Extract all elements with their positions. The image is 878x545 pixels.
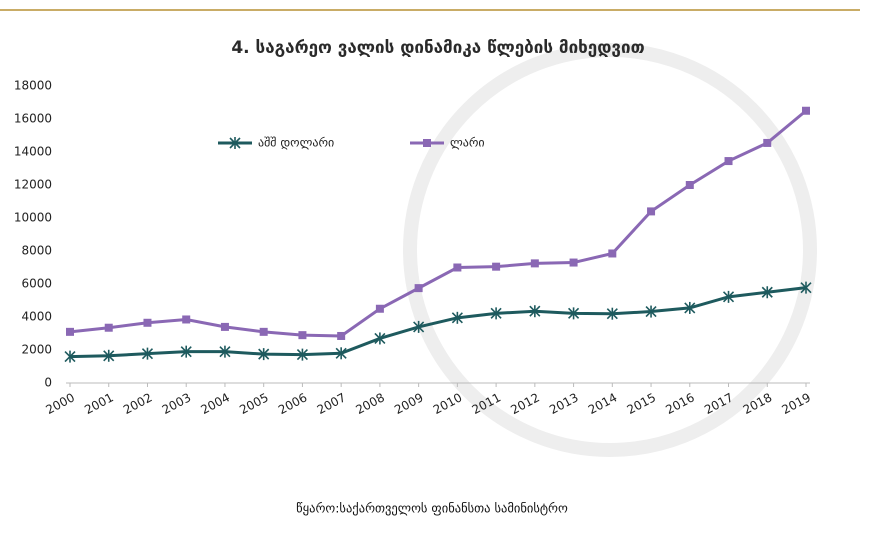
marker	[335, 347, 347, 360]
x-tick-label: 2016	[663, 390, 697, 417]
series-line	[69, 286, 807, 359]
x-tick-label: 2009	[392, 390, 426, 417]
marker	[141, 347, 154, 360]
marker	[296, 348, 308, 361]
x-tick-label: 2004	[198, 390, 232, 417]
marker	[182, 315, 191, 324]
marker	[490, 307, 502, 320]
y-tick-label: 16000	[14, 112, 52, 126]
marker	[800, 281, 812, 294]
marker	[647, 207, 656, 216]
marker	[684, 301, 696, 314]
y-tick-label: 12000	[14, 178, 52, 192]
x-tick-label: 2005	[237, 390, 271, 417]
x-tick-label: 2006	[276, 390, 310, 417]
y-tick-label: 10000	[14, 211, 52, 225]
watermark	[403, 43, 817, 457]
x-tick-label: 2019	[780, 390, 814, 417]
x-tick-label: 2002	[121, 390, 155, 417]
marker	[722, 290, 735, 303]
x-tick-label: 2010	[431, 390, 465, 417]
marker	[414, 284, 423, 293]
marker	[220, 322, 229, 331]
marker	[645, 305, 657, 318]
legend-label: ლარი	[450, 136, 485, 150]
legend-marker	[229, 137, 241, 149]
marker	[569, 258, 578, 267]
y-tick-label: 2000	[21, 343, 52, 357]
marker	[258, 348, 270, 361]
source: წყარო:საქართველოს ფინანსთა სამინისტრო	[296, 501, 568, 516]
marker	[761, 286, 773, 299]
marker	[802, 106, 810, 115]
marker	[103, 349, 115, 362]
x-tick-label: 2013	[547, 390, 581, 417]
marker	[724, 157, 733, 166]
marker	[219, 345, 231, 358]
marker	[568, 307, 580, 320]
marker	[64, 350, 76, 363]
x-tick-label: 2012	[508, 390, 542, 417]
marker	[453, 263, 462, 272]
marker	[66, 327, 74, 336]
marker	[606, 307, 618, 320]
marker	[374, 332, 386, 345]
marker	[298, 331, 307, 340]
marker	[143, 318, 152, 327]
y-tick-label: 18000	[14, 79, 52, 93]
marker	[104, 323, 113, 332]
x-tick-label: 2003	[160, 390, 194, 417]
marker	[492, 262, 501, 271]
legend-label: აშშ დოლარი	[258, 136, 334, 150]
marker	[608, 249, 617, 258]
y-tick-label: 14000	[14, 145, 52, 159]
marker	[375, 304, 384, 313]
y-tick-label: 0	[44, 376, 52, 390]
marker	[180, 345, 192, 358]
y-tick-label: 6000	[21, 277, 52, 291]
marker	[451, 311, 463, 324]
marker	[763, 138, 772, 147]
legend-marker	[423, 139, 431, 147]
y-tick-label: 4000	[21, 310, 52, 324]
x-tick-label: 2008	[353, 390, 387, 417]
marker	[337, 331, 346, 340]
x-tick-label: 2014	[586, 390, 620, 417]
x-tick-label: 2015	[625, 390, 659, 417]
marker	[529, 305, 541, 318]
marker	[259, 327, 268, 336]
y-tick-label: 8000	[21, 244, 52, 258]
marker	[685, 181, 694, 189]
x-tick-label: 2000	[44, 390, 78, 417]
marker	[530, 259, 539, 268]
x-tick-label: 2007	[315, 390, 349, 417]
series-line	[69, 109, 807, 338]
x-tick-label: 2001	[82, 390, 116, 417]
marker	[413, 320, 425, 333]
chart-title: 4. საგარეო ვალის დინამიკა წლების მიხედვი…	[231, 38, 644, 58]
